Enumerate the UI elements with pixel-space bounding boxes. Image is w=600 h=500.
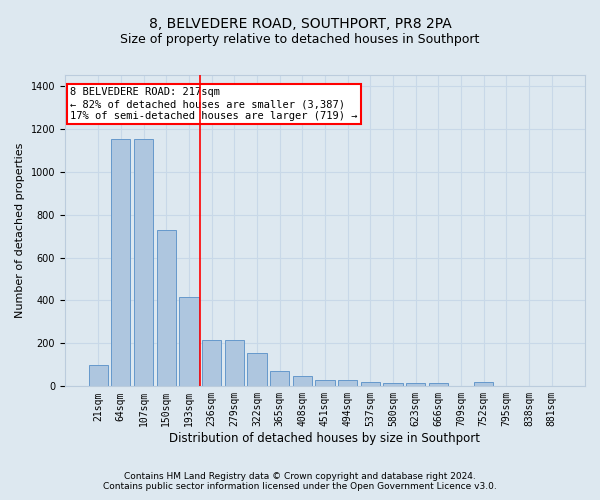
Bar bbox=[361, 382, 380, 386]
Text: 8 BELVEDERE ROAD: 217sqm
← 82% of detached houses are smaller (3,387)
17% of sem: 8 BELVEDERE ROAD: 217sqm ← 82% of detach… bbox=[70, 88, 358, 120]
Y-axis label: Number of detached properties: Number of detached properties bbox=[15, 143, 25, 318]
Bar bbox=[247, 353, 266, 386]
Bar bbox=[224, 340, 244, 386]
Bar bbox=[316, 380, 335, 386]
Bar bbox=[179, 297, 199, 386]
Text: Contains HM Land Registry data © Crown copyright and database right 2024.: Contains HM Land Registry data © Crown c… bbox=[124, 472, 476, 481]
Bar bbox=[270, 372, 289, 386]
Bar bbox=[202, 340, 221, 386]
Text: Contains public sector information licensed under the Open Government Licence v3: Contains public sector information licen… bbox=[103, 482, 497, 491]
Text: Size of property relative to detached houses in Southport: Size of property relative to detached ho… bbox=[121, 32, 479, 46]
Bar bbox=[134, 140, 153, 386]
Bar bbox=[89, 365, 108, 386]
Text: 8, BELVEDERE ROAD, SOUTHPORT, PR8 2PA: 8, BELVEDERE ROAD, SOUTHPORT, PR8 2PA bbox=[149, 18, 451, 32]
Bar bbox=[293, 376, 312, 386]
X-axis label: Distribution of detached houses by size in Southport: Distribution of detached houses by size … bbox=[169, 432, 481, 445]
Bar bbox=[338, 380, 357, 386]
Bar bbox=[428, 383, 448, 386]
Bar bbox=[157, 230, 176, 386]
Bar bbox=[406, 383, 425, 386]
Bar bbox=[383, 383, 403, 386]
Bar bbox=[111, 140, 130, 386]
Bar bbox=[474, 382, 493, 386]
